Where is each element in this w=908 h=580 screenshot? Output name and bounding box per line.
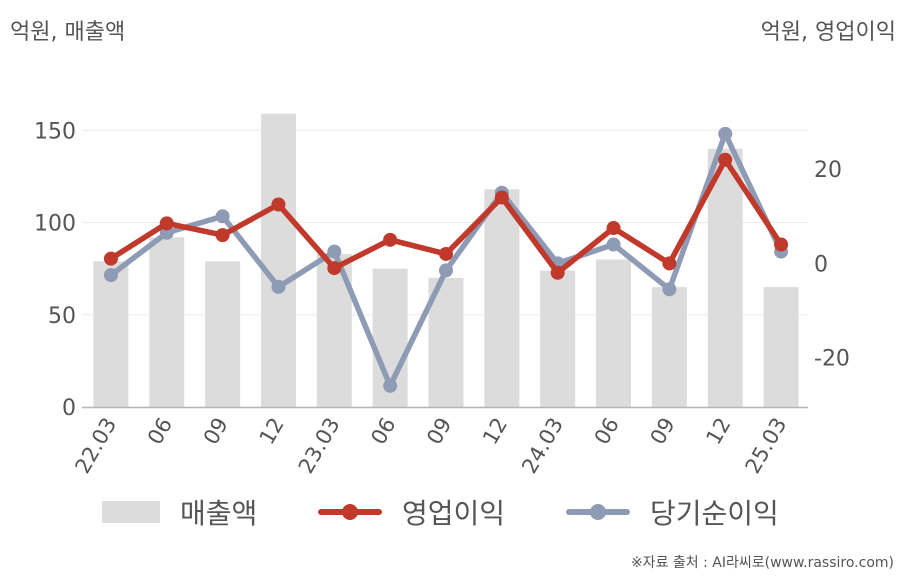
lines-layer bbox=[103, 126, 789, 393]
legend-swatch-net-income bbox=[566, 501, 630, 523]
point-net-income bbox=[271, 279, 286, 294]
x-axis-tick-label: 09 bbox=[199, 414, 233, 449]
point-net-income bbox=[662, 282, 677, 297]
x-axis-tick-label: 22.03 bbox=[70, 414, 121, 478]
legend-item-revenue: 매출액 bbox=[102, 492, 257, 532]
bar-revenue bbox=[763, 287, 799, 407]
x-axis-tick-label: 09 bbox=[422, 414, 456, 449]
bars-layer bbox=[93, 113, 799, 407]
legend-swatch-operating-profit bbox=[318, 501, 382, 523]
left-axis-unit: 억원, 매출액 bbox=[10, 20, 126, 45]
point-operating-profit bbox=[550, 265, 565, 280]
point-net-income bbox=[215, 209, 230, 224]
legend-label-net-income: 당기순이익 bbox=[650, 497, 779, 530]
right-axis-unit: 억원, 영업이익 bbox=[760, 20, 896, 45]
left-axis-tick-label: 50 bbox=[48, 304, 76, 329]
point-net-income bbox=[718, 126, 733, 141]
x-axis-tick-label: 06 bbox=[366, 414, 400, 449]
source-note: ※자료 출처 : AI라씨로(www.rassiro.com) bbox=[630, 555, 894, 571]
legend-label-operating-profit: 영업이익 bbox=[402, 497, 506, 530]
legend-item-operating-profit: 영업이익 bbox=[318, 492, 505, 532]
point-operating-profit bbox=[215, 228, 230, 243]
bar-revenue bbox=[484, 189, 520, 407]
x-axis-tick-label: 25.03 bbox=[741, 414, 792, 478]
x-axis-tick-label: 09 bbox=[646, 414, 680, 449]
point-operating-profit bbox=[103, 251, 118, 266]
bar-revenue bbox=[596, 259, 632, 407]
bar-revenue bbox=[205, 261, 241, 407]
point-net-income bbox=[439, 263, 453, 278]
x-axis-tick-label: 12 bbox=[255, 414, 289, 449]
bar-revenue bbox=[149, 237, 185, 407]
point-net-income bbox=[103, 268, 118, 283]
right-axis-tick-label: -20 bbox=[814, 347, 850, 372]
right-axis-tick-label: 20 bbox=[814, 158, 842, 183]
point-operating-profit bbox=[439, 246, 453, 261]
x-axis-tick-label: 12 bbox=[701, 414, 735, 449]
point-operating-profit bbox=[494, 190, 509, 205]
left-axis-tick-label: 150 bbox=[34, 119, 76, 144]
legend-swatch-revenue bbox=[102, 501, 160, 523]
point-net-income bbox=[327, 244, 342, 259]
x-axis-tick-label: 06 bbox=[590, 414, 624, 449]
point-net-income bbox=[606, 237, 621, 252]
point-operating-profit bbox=[774, 237, 789, 252]
x-axis-tick-label: 24.03 bbox=[517, 414, 568, 478]
x-axis-tick-label: 23.03 bbox=[294, 414, 345, 478]
x-axis-tick-label: 12 bbox=[478, 414, 512, 449]
point-operating-profit bbox=[662, 256, 677, 271]
legend-label-revenue: 매출액 bbox=[180, 497, 258, 530]
left-axis-tick-label: 100 bbox=[34, 212, 76, 237]
bar-revenue bbox=[260, 113, 296, 407]
point-operating-profit bbox=[383, 232, 398, 247]
bar-revenue bbox=[540, 270, 576, 407]
legend: 매출액 영업이익 당기순이익 bbox=[0, 492, 908, 532]
legend-item-net-income: 당기순이익 bbox=[566, 492, 779, 532]
bar-revenue bbox=[707, 148, 743, 407]
point-operating-profit bbox=[327, 261, 342, 276]
point-net-income bbox=[383, 378, 398, 393]
right-axis-tick-label: 0 bbox=[814, 252, 828, 277]
x-axis-tick-label: 06 bbox=[143, 414, 177, 449]
left-axis-tick-label: 0 bbox=[62, 396, 76, 421]
point-operating-profit bbox=[159, 216, 174, 231]
point-operating-profit bbox=[271, 197, 286, 212]
bar-revenue bbox=[651, 287, 687, 407]
point-operating-profit bbox=[718, 152, 733, 167]
bar-revenue bbox=[93, 261, 129, 407]
point-operating-profit bbox=[606, 221, 621, 236]
